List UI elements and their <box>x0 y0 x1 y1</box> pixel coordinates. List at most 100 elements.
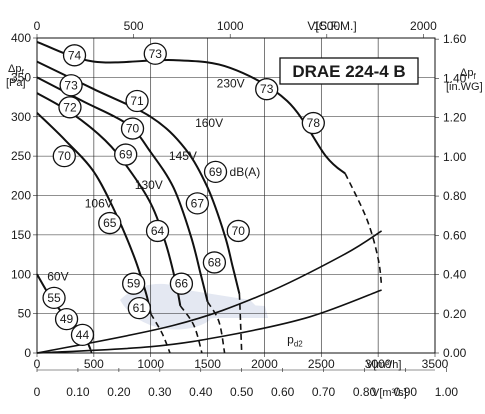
tick-label-top: 0 <box>34 19 41 33</box>
speed-label-130v: 130V <box>135 178 163 192</box>
tick-label-bottom-secondary: 0.60 <box>271 385 295 399</box>
noise-level-bubbles: 74 73 73 78 73 71 72 70 69 70 69 67 65 64 70 68 59 66 61 55… <box>42 42 325 347</box>
noise-bubble-value: 72 <box>63 100 77 114</box>
noise-bubble-value: 73 <box>149 47 163 61</box>
speed-label-160v: 160V <box>195 116 223 130</box>
right-axis-unit: [in.WG] <box>446 81 483 93</box>
noise-bubble-value: 59 <box>127 277 141 291</box>
tick-label-bottom-secondary: 0.90 <box>394 385 418 399</box>
tick-label-bottom-secondary: 0.50 <box>230 385 254 399</box>
noise-bubble-value: 69 <box>119 148 133 162</box>
top-axis-unit: V[C.F.M.] <box>307 19 356 33</box>
tick-label-right: 0.60 <box>443 228 467 242</box>
tick-label-right: 0.20 <box>443 307 467 321</box>
tick-label-bottom-primary: 1500 <box>194 357 221 371</box>
tick-label-bottom-primary: 2000 <box>251 357 278 371</box>
noise-bubble <box>59 74 83 97</box>
noise-bubble-value: 69 <box>209 165 223 179</box>
noise-bubble <box>202 251 227 274</box>
fan-curve-230v <box>36 40 346 175</box>
noise-bubble-value: 61 <box>133 301 147 315</box>
noise-bubble-value: 67 <box>191 196 205 210</box>
noise-bubble <box>70 323 95 347</box>
noise-bubble-value: 70 <box>126 122 140 136</box>
noise-bubble <box>120 117 145 140</box>
noise-bubble <box>98 211 122 235</box>
noise-bubble <box>301 111 325 135</box>
noise-bubble-value: 44 <box>76 328 90 342</box>
tick-label-bottom-primary: 3000 <box>365 357 392 371</box>
noise-bubble <box>169 272 194 295</box>
noise-bubble <box>185 192 209 215</box>
tick-label-bottom-primary: 500 <box>84 357 104 371</box>
tick-label-left: 200 <box>11 189 31 203</box>
system-curves: pd2 <box>36 230 383 354</box>
noise-bubble <box>226 219 250 243</box>
limit-line-1 <box>344 173 383 287</box>
pd2-label: pd2 <box>287 333 303 349</box>
speed-label-106v: 106V <box>85 196 113 210</box>
tick-label-bottom-secondary: 0.30 <box>148 385 172 399</box>
speed-label-230v: 230V <box>217 77 245 91</box>
tick-label-left: 50 <box>18 307 32 321</box>
tick-label-left: 0 <box>24 346 31 360</box>
limit-line-4 <box>179 305 203 354</box>
tick-label-bottom-secondary: 1.00 <box>435 385 459 399</box>
noise-bubble-value: 74 <box>68 48 82 62</box>
tick-label-right: 1.40 <box>443 71 467 85</box>
noise-bubble-value: 73 <box>260 82 274 96</box>
noise-bubble-value: 65 <box>103 216 117 230</box>
noise-bubble-value: 70 <box>232 224 246 238</box>
tick-label-top: 2000 <box>410 19 437 33</box>
noise-bubble <box>203 160 228 184</box>
tick-label-bottom-primary-last: 3500 <box>422 357 449 371</box>
tick-label-left: 150 <box>11 228 31 242</box>
noise-bubble <box>114 143 138 166</box>
noise-bubble-value: 73 <box>64 78 78 92</box>
limit-line-3 <box>206 301 226 354</box>
noise-bubble-value: 78 <box>307 116 321 130</box>
noise-bubble <box>122 272 146 295</box>
limit-line-5 <box>150 313 171 354</box>
tick-label-bottom-primary: 0 <box>34 357 41 371</box>
model-title-frame <box>279 57 419 85</box>
tick-label-left: 300 <box>11 110 31 124</box>
tick-label-right: 0.40 <box>443 268 467 282</box>
noise-bubble <box>42 286 66 310</box>
tick-label-bottom-secondary: 0.10 <box>66 385 90 399</box>
tick-label-bottom-primary: 1000 <box>137 357 164 371</box>
speed-labels: 230V 160V 145V 130V 106V 60V <box>47 77 244 284</box>
tick-label-bottom-secondary: 0.40 <box>189 385 213 399</box>
noise-bubble <box>255 78 279 101</box>
tick-label-top: 1000 <box>217 19 244 33</box>
right-axis-symbol: Δpf <box>460 67 476 81</box>
tick-label-right: 1.20 <box>443 111 467 125</box>
noise-bubble-value: 64 <box>151 224 165 238</box>
model-title-text: DRAE 224-4 B <box>292 62 405 81</box>
speed-label-145v: 145V <box>169 149 197 163</box>
left-axis-unit: [Pa] <box>6 77 26 89</box>
noise-bubble <box>125 89 149 113</box>
noise-bubble-value: 71 <box>130 94 144 108</box>
noise-bubble-value: 70 <box>58 149 72 163</box>
left-axis-symbol: Δpf <box>8 63 24 77</box>
tick-label-right: 0.00 <box>443 346 467 360</box>
tick-label-left: 400 <box>11 31 31 45</box>
tick-label-right: 0.80 <box>443 189 467 203</box>
noise-bubble-value: 68 <box>208 255 222 269</box>
fan-curve-160v <box>36 60 241 295</box>
bottom-secondary-axis-unit: V[m³/s] <box>372 387 407 399</box>
noise-bubble <box>62 44 87 67</box>
bottom-axis-unit: V[m³/h] <box>366 359 401 371</box>
dba-unit-label: dB(A) <box>230 165 261 179</box>
noise-bubble-value: 49 <box>60 312 74 326</box>
noise-bubble <box>145 219 170 243</box>
speed-label-60v: 60V <box>47 270 68 284</box>
noise-bubble-value: 66 <box>175 277 189 291</box>
fan-curve-145v <box>36 76 209 303</box>
axis-labels: Δpf[Pa]Δpf[in.WG]V[C.F.M.]V[m³/h] 3500V[m… <box>6 19 483 399</box>
noise-bubble <box>127 296 151 320</box>
